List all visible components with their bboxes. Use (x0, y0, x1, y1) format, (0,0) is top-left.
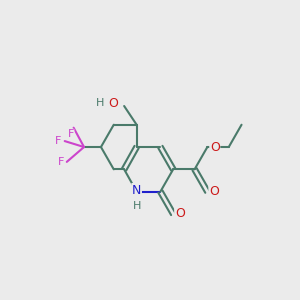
Text: O: O (210, 140, 220, 154)
Text: F: F (58, 157, 64, 167)
Text: O: O (108, 97, 118, 110)
Text: O: O (209, 185, 219, 198)
Text: H: H (132, 201, 141, 211)
Text: F: F (55, 136, 61, 146)
Text: F: F (68, 129, 74, 139)
Text: O: O (175, 207, 185, 220)
Text: N: N (132, 184, 141, 196)
Text: H: H (96, 98, 105, 108)
